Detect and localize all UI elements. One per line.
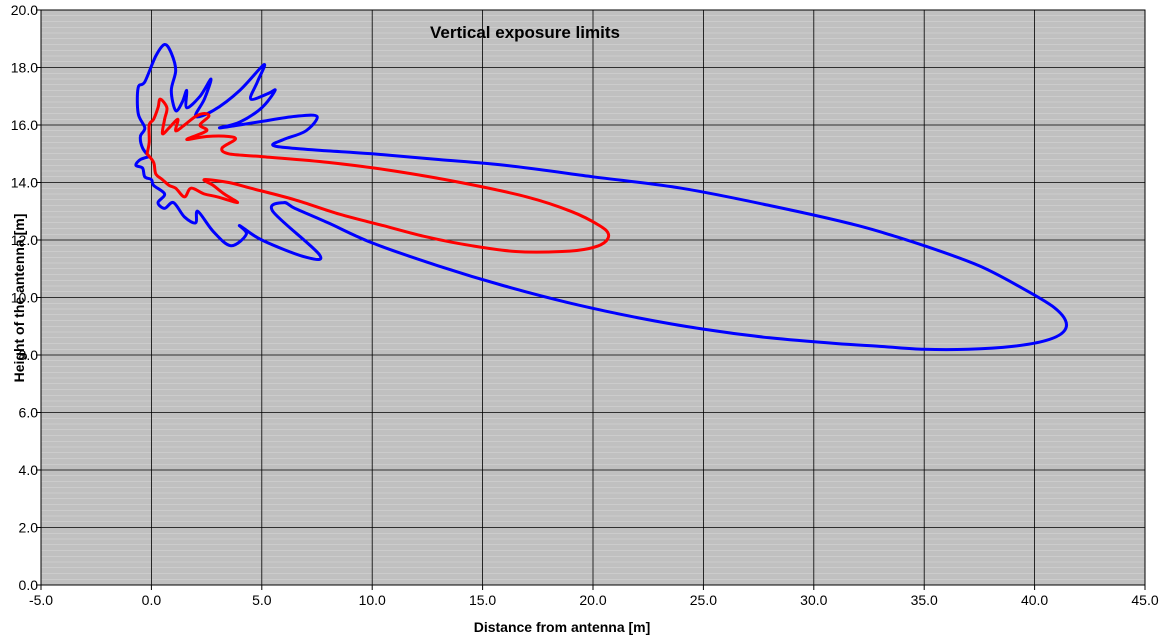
series-line-2	[145, 97, 611, 254]
x-tick-label: 10.0	[359, 592, 386, 608]
chart-title: Vertical exposure limits	[430, 23, 620, 42]
x-tick-label: 20.0	[579, 592, 606, 608]
y-tick-label: 2.0	[19, 520, 39, 536]
y-axis-label: Height of the antenna [m]	[11, 214, 27, 383]
x-tick-label: 15.0	[469, 592, 496, 608]
series-group	[134, 43, 1069, 352]
x-axis-label: Distance from antenna [m]	[474, 619, 651, 635]
y-tick-label: 16.0	[11, 117, 38, 133]
series-line-1	[134, 43, 1069, 352]
x-tick-label: 30.0	[800, 592, 827, 608]
x-tick-labels: -5.0 0.0 5.0 10.0 15.0 20.0 25.0 30.0 35.0 40.0 45…	[29, 592, 1159, 608]
y-tick-label: 0.0	[19, 577, 39, 593]
y-tick-label: 12.0	[11, 232, 38, 248]
y-tick-label: 4.0	[19, 462, 39, 478]
y-tick-label: 20.0	[11, 2, 38, 18]
axis-ticks	[36, 9, 1146, 590]
x-tick-label: 5.0	[252, 592, 272, 608]
x-tick-label: 45.0	[1131, 592, 1158, 608]
y-tick-label: 18.0	[11, 60, 38, 76]
y-tick-label: 14.0	[11, 175, 38, 191]
x-tick-label: 0.0	[142, 592, 162, 608]
y-tick-label: 8.0	[19, 347, 39, 363]
y-tick-label: 10.0	[11, 290, 38, 306]
x-tick-label: 40.0	[1021, 592, 1048, 608]
x-tick-label: 25.0	[690, 592, 717, 608]
y-tick-label: 6.0	[19, 405, 39, 421]
x-tick-label: -5.0	[29, 592, 53, 608]
x-tick-label: 35.0	[911, 592, 938, 608]
y-tick-labels: 0.0 2.0 4.0 6.0 8.0 10.0 12.0 14.0 16.0 18.0 20.0	[11, 2, 38, 593]
